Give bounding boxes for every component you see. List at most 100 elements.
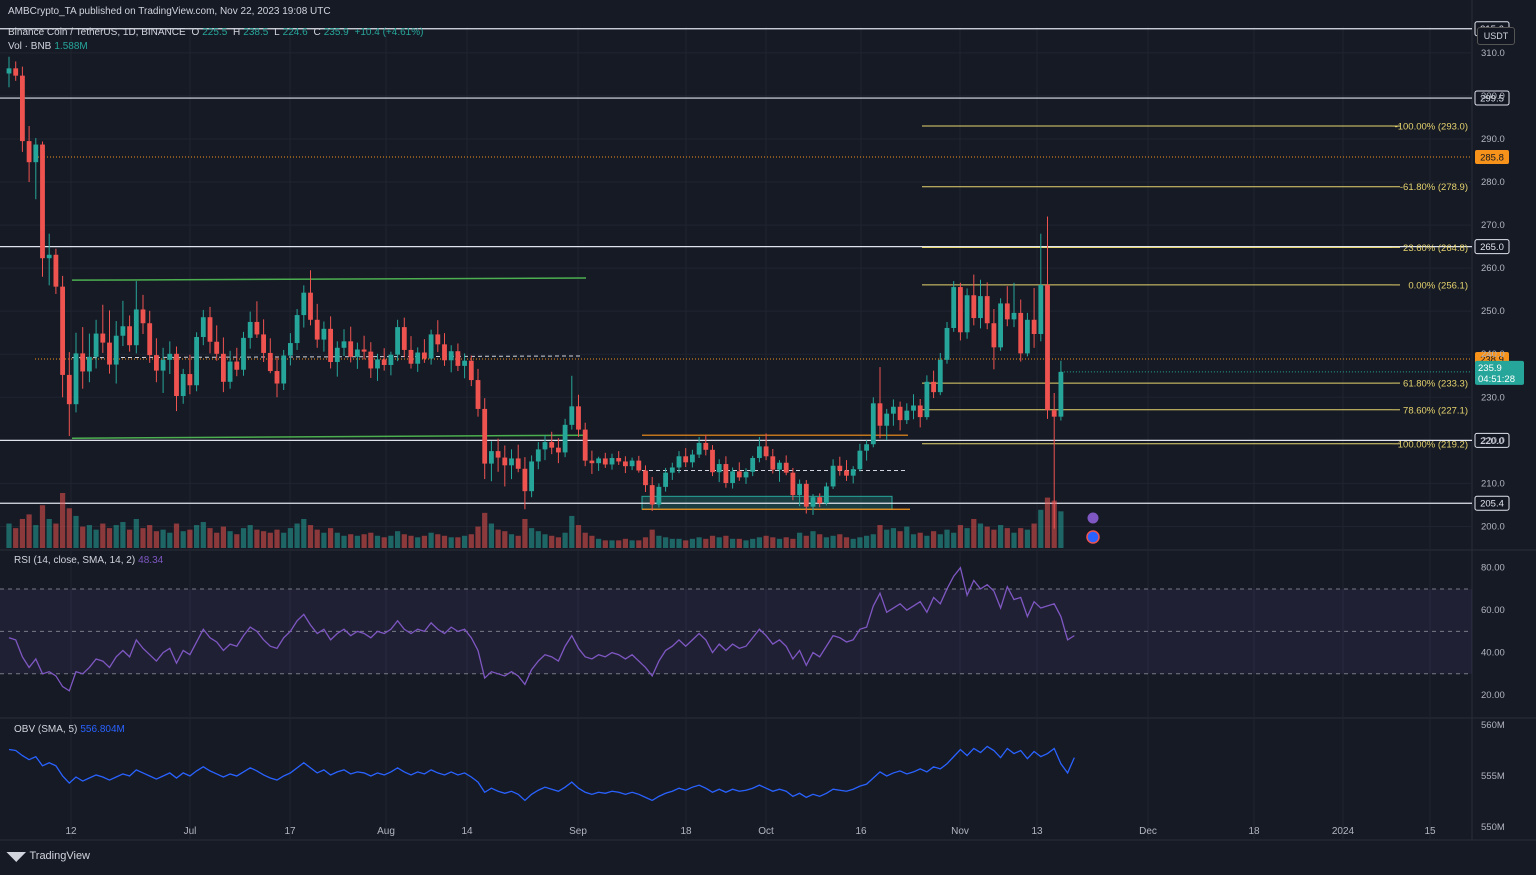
candle-body <box>475 380 481 409</box>
time-tick-label: 15 <box>1424 826 1436 837</box>
candle-body <box>817 497 823 504</box>
candle-body <box>442 344 447 361</box>
volume-bar <box>1024 529 1030 548</box>
candle-body <box>415 352 421 364</box>
level-badge <box>1474 239 1510 255</box>
candle-body <box>696 442 702 455</box>
orange-level-badge-text: 238.9 <box>1480 354 1504 365</box>
candle-body <box>1018 312 1024 354</box>
rsi-legend: RSI (14, close, SMA, 14, 2) 48.34 <box>14 555 166 566</box>
volume-bar <box>689 538 695 548</box>
candle-body <box>1011 312 1017 320</box>
volume-bar <box>341 535 347 548</box>
legend-row: Binance Coin / TetherUS, 1D, BINANCE O 22… <box>8 27 426 38</box>
volume-bar <box>1004 528 1010 548</box>
candle-body <box>629 460 635 467</box>
candle-body <box>750 458 756 472</box>
candle-body <box>803 483 809 507</box>
volume-bar <box>864 535 870 548</box>
l-label: L <box>274 27 280 38</box>
candle-body <box>951 287 957 328</box>
candle-body <box>53 254 59 287</box>
candle-body <box>576 406 581 430</box>
candle-body <box>716 464 722 473</box>
rsi-label[interactable]: RSI (14, close, SMA, 14, 2) <box>14 555 136 566</box>
volume-bar <box>421 535 427 548</box>
volume-bar <box>234 534 240 548</box>
volume-bar <box>6 523 12 548</box>
footer-logo[interactable]: ◥◤ TradingView <box>7 849 90 863</box>
candle-body <box>368 351 374 369</box>
candle-body <box>502 457 508 466</box>
candle-body <box>1045 284 1050 411</box>
volume-bar <box>66 508 72 548</box>
rsi-value: 48.34 <box>138 555 164 566</box>
vol-label[interactable]: Vol · BNB <box>8 41 52 52</box>
symbol-title[interactable]: Binance Coin / TetherUS, 1D, BINANCE <box>8 27 186 38</box>
candle-body <box>723 464 729 483</box>
volume-bar <box>73 515 79 548</box>
candle-body <box>549 442 555 448</box>
orange-level-badge <box>1475 150 1509 165</box>
candle-body <box>850 469 856 476</box>
volume-bar <box>750 538 756 548</box>
volume-bar <box>468 534 474 548</box>
volume-bar <box>964 528 970 548</box>
candle-body <box>375 359 380 369</box>
volume-bar <box>917 532 923 548</box>
candle-body <box>341 341 347 348</box>
candle-body <box>790 472 796 496</box>
candle-body <box>294 315 300 344</box>
candle-body <box>180 374 186 397</box>
candle-body <box>301 292 307 316</box>
time-tick-label: 16 <box>855 826 867 837</box>
fib-label: 100.00% (219.2) <box>1398 439 1468 450</box>
candle-body <box>495 451 501 458</box>
candle-body <box>221 353 226 382</box>
level-badge <box>1474 495 1510 511</box>
last-price-text: 235.9 <box>1478 363 1502 374</box>
volume-bar <box>13 528 19 548</box>
price-tick-label: 270.0 <box>1481 220 1505 231</box>
volume-bar <box>529 528 535 548</box>
volume-bar <box>602 540 608 548</box>
candle-body <box>40 144 45 259</box>
volume-bar <box>100 523 106 548</box>
level-badge <box>1474 432 1510 448</box>
candle-body <box>730 471 735 483</box>
volume-bar <box>904 526 910 548</box>
candle-body <box>797 483 802 496</box>
volume-bar <box>147 525 153 548</box>
volume-bar <box>194 525 200 548</box>
volume-bar <box>931 531 937 548</box>
volume-bar <box>971 518 977 548</box>
candle-body <box>676 456 682 468</box>
volume-bar <box>441 535 448 548</box>
volume-bar <box>214 532 220 548</box>
candle-body <box>522 468 528 492</box>
volume-bar <box>817 534 823 548</box>
candle-body <box>1051 410 1057 417</box>
volume-bar <box>120 522 126 548</box>
time-tick-label: 18 <box>680 826 692 837</box>
volume-bar <box>763 535 769 548</box>
candle-body <box>931 381 936 393</box>
obv-label[interactable]: OBV (SMA, 5) <box>14 724 78 735</box>
candle-body <box>187 374 193 386</box>
volume-bar <box>381 537 387 548</box>
volume-bar <box>596 538 602 548</box>
volume-bar <box>388 535 394 548</box>
candle-body <box>107 342 112 365</box>
volume-bar <box>951 532 957 548</box>
candle-body <box>777 462 782 470</box>
volume-bar <box>857 537 863 548</box>
volume-bar <box>629 540 635 548</box>
candle-body <box>556 447 561 453</box>
currency-button[interactable]: USDT <box>1477 27 1515 45</box>
candle-body <box>154 355 159 371</box>
volume-bar <box>435 534 441 548</box>
candle-body <box>944 327 950 360</box>
volume-bars <box>6 493 1064 548</box>
volume-bar <box>622 538 628 548</box>
volume-bar <box>60 493 66 548</box>
